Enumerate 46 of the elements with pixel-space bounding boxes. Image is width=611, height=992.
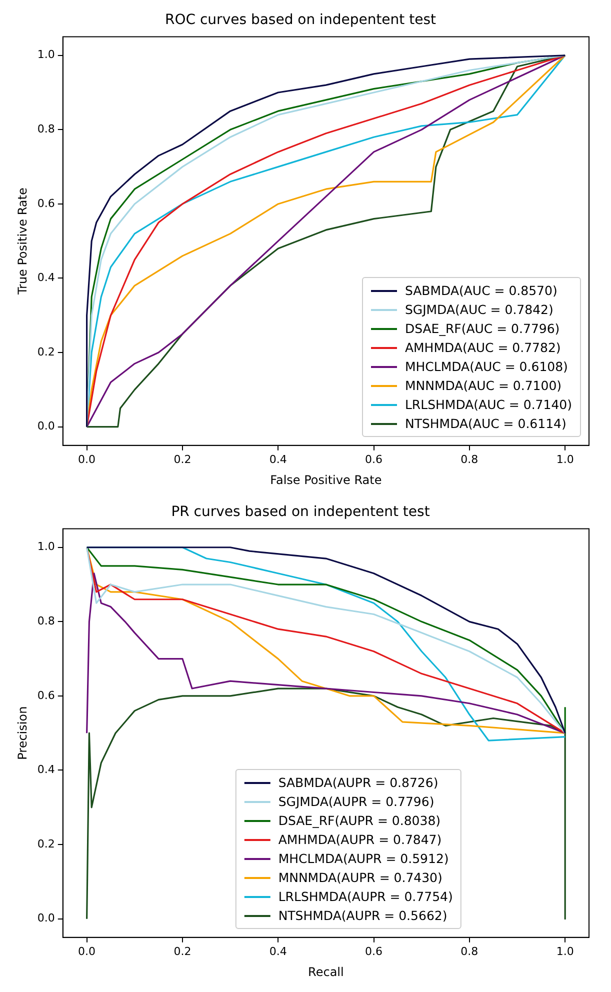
x-tick-label: 0.6 [365,944,383,958]
legend-label: DSAE_RF(AUC = 0.7796) [404,320,560,338]
legend-label: LRLSHMDA(AUC = 0.7140) [404,396,572,414]
x-tick-label: 0.2 [174,944,192,958]
x-tick-label: 1.0 [556,944,574,958]
legend-label: SABMDA(AUC = 0.8570) [404,282,558,300]
x-tick-label: 0.0 [78,452,96,466]
y-tick-label: 0.8 [37,122,55,136]
y-axis-title: True Positive Rate [15,188,30,296]
x-tick-label: 0.8 [460,452,478,466]
x-tick-label: 0.0 [78,944,96,958]
x-axis-title: Recall [308,964,344,979]
legend-label: SGJMDA(AUPR = 0.7796) [278,793,434,812]
x-axis-title: False Positive Rate [270,472,382,487]
x-tick-label: 0.4 [269,452,287,466]
y-tick-label: 1.0 [37,48,55,62]
chart-title: ROC curves based on indepentent test [165,12,436,28]
chart-title: PR curves based on indepentent test [171,504,430,520]
x-tick-label: 0.2 [174,452,192,466]
y-tick-label: 0.0 [37,420,55,433]
legend-label: NTSHMDA(AUC = 0.6114) [404,415,566,434]
y-tick-label: 0.4 [37,763,55,776]
x-tick-label: 0.6 [365,452,383,466]
legend-label: NTSHMDA(AUPR = 0.5662) [278,907,448,926]
legend-label: DSAE_RF(AUPR = 0.8038) [278,812,441,830]
y-tick-label: 0.0 [37,912,55,925]
legend-label: SGJMDA(AUC = 0.7842) [404,301,554,320]
y-tick-label: 0.8 [37,614,55,628]
legend-label: MNNMDA(AUPR = 0.7430) [278,869,442,888]
legend-label: MHCLMDA(AUPR = 0.5912) [278,850,449,868]
y-tick-label: 0.2 [37,345,55,358]
x-tick-label: 0.4 [269,944,287,958]
legend-label: LRLSHMDA(AUPR = 0.7754) [278,888,453,906]
y-tick-label: 0.6 [37,688,55,702]
y-tick-label: 0.4 [37,271,55,284]
y-tick-label: 0.6 [37,196,55,210]
legend-label: AMHMDA(AUPR = 0.7847) [278,831,442,850]
y-tick-label: 1.0 [37,540,55,554]
x-tick-label: 1.0 [556,452,574,466]
legend-label: AMHMDA(AUC = 0.7782) [404,339,561,358]
legend-label: MNNMDA(AUC = 0.7100) [404,377,562,396]
y-tick-label: 0.2 [37,837,55,850]
y-axis-title: Precision [15,706,30,760]
legend-label: SABMDA(AUPR = 0.8726) [278,774,438,792]
x-tick-label: 0.8 [460,944,478,958]
legend-label: MHCLMDA(AUC = 0.6108) [404,358,568,376]
